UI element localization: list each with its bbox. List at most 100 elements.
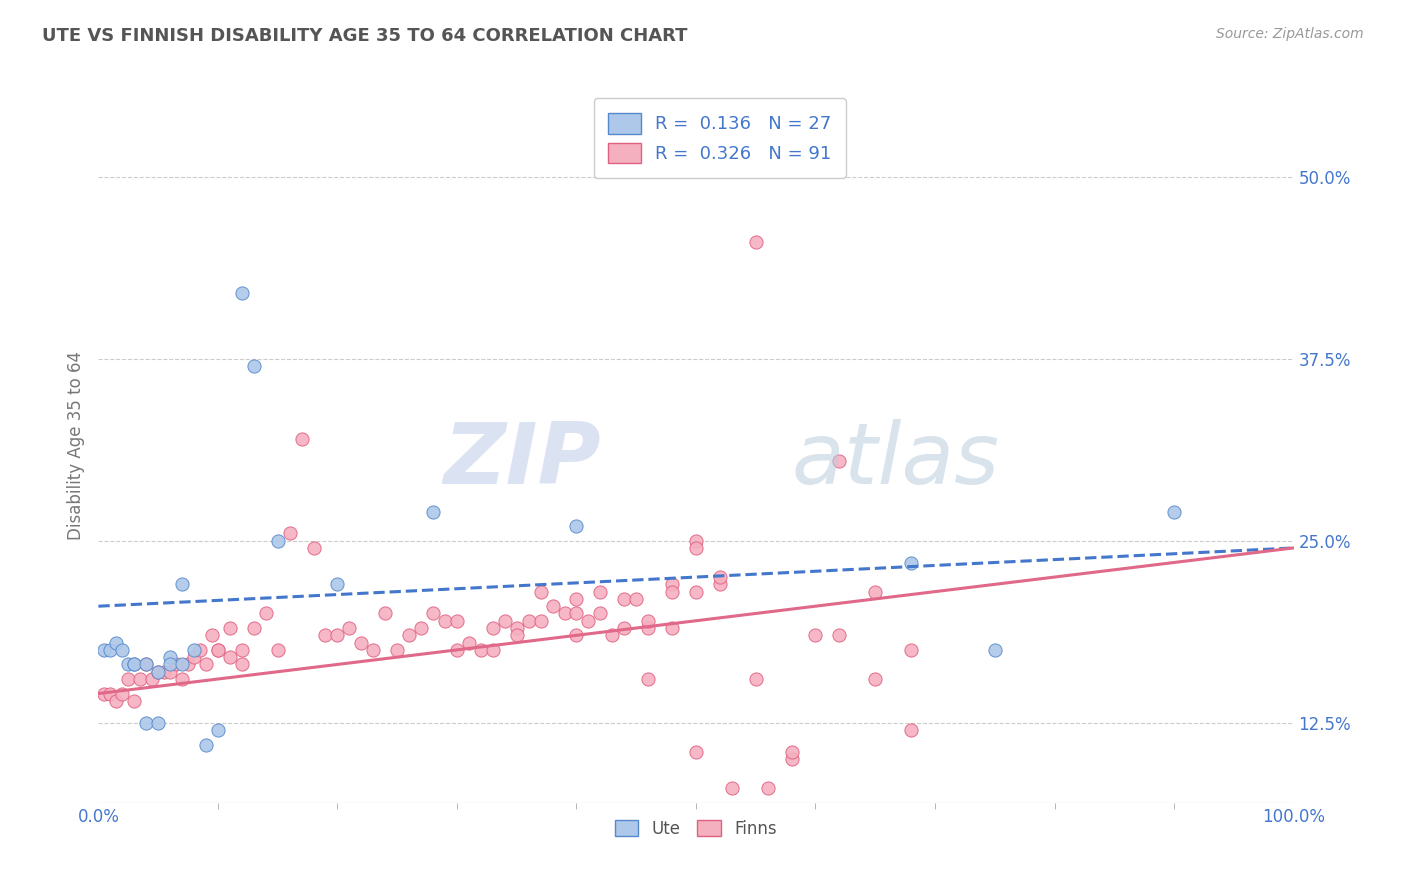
Point <box>93 687 115 701</box>
Point <box>374 607 396 621</box>
Point <box>141 672 163 686</box>
Point <box>565 591 588 606</box>
Point <box>756 781 779 796</box>
Point <box>780 752 803 766</box>
Point <box>900 723 922 737</box>
Point <box>828 453 851 467</box>
Text: atlas: atlas <box>792 418 1000 502</box>
Point <box>481 621 505 635</box>
Point <box>780 745 803 759</box>
Point <box>470 643 492 657</box>
Point <box>195 738 218 752</box>
Point <box>278 526 301 541</box>
Point <box>98 643 122 657</box>
Point <box>243 621 266 635</box>
Point <box>481 643 505 657</box>
Point <box>231 643 253 657</box>
Point <box>637 614 659 628</box>
Point <box>661 584 683 599</box>
Point <box>721 781 744 796</box>
Point <box>517 614 540 628</box>
Point <box>900 556 922 570</box>
Point <box>565 607 588 621</box>
Point <box>637 621 659 635</box>
Point <box>93 643 115 657</box>
Point <box>745 235 768 249</box>
Text: UTE VS FINNISH DISABILITY AGE 35 TO 64 CORRELATION CHART: UTE VS FINNISH DISABILITY AGE 35 TO 64 C… <box>42 27 688 45</box>
Point <box>506 621 529 635</box>
Point <box>231 286 253 301</box>
Point <box>685 745 707 759</box>
Point <box>159 665 181 679</box>
Point <box>984 643 1007 657</box>
Point <box>804 628 827 642</box>
Point <box>565 519 588 533</box>
Point <box>685 533 707 548</box>
Point <box>661 621 683 635</box>
Point <box>172 657 194 672</box>
Point <box>219 621 242 635</box>
Point <box>530 614 553 628</box>
Point <box>159 650 181 665</box>
Point <box>172 672 194 686</box>
Point <box>183 650 205 665</box>
Point <box>254 607 277 621</box>
Point <box>148 665 170 679</box>
Point <box>177 657 200 672</box>
Point <box>135 657 157 672</box>
Point <box>637 672 659 686</box>
Point <box>411 621 433 635</box>
Legend: Ute, Finns: Ute, Finns <box>609 814 783 845</box>
Point <box>565 628 588 642</box>
Point <box>243 359 266 373</box>
Point <box>398 628 420 642</box>
Point <box>98 687 122 701</box>
Point <box>709 570 731 584</box>
Point <box>709 577 731 591</box>
Text: Source: ZipAtlas.com: Source: ZipAtlas.com <box>1216 27 1364 41</box>
Point <box>105 694 128 708</box>
Point <box>124 694 146 708</box>
Point <box>339 621 361 635</box>
Point <box>201 628 224 642</box>
Point <box>207 643 229 657</box>
Point <box>172 577 194 591</box>
Point <box>865 584 887 599</box>
Point <box>541 599 564 614</box>
Point <box>494 614 516 628</box>
Point <box>828 628 851 642</box>
Point <box>458 635 481 649</box>
Point <box>124 657 146 672</box>
Point <box>129 672 152 686</box>
Point <box>589 607 612 621</box>
Point <box>117 657 139 672</box>
Point <box>267 533 290 548</box>
Point <box>135 715 157 730</box>
Point <box>291 432 314 446</box>
Point <box>1163 504 1185 518</box>
Point <box>602 628 624 642</box>
Point <box>219 650 242 665</box>
Point <box>188 643 211 657</box>
Point <box>865 672 887 686</box>
Point <box>148 665 170 679</box>
Point <box>207 643 229 657</box>
Point <box>105 635 128 649</box>
Text: ZIP: ZIP <box>443 418 600 502</box>
Point <box>506 628 529 642</box>
Point <box>745 672 768 686</box>
Point <box>613 591 636 606</box>
Point <box>363 643 385 657</box>
Point <box>446 643 468 657</box>
Point <box>183 643 205 657</box>
Point <box>315 628 337 642</box>
Point <box>613 621 636 635</box>
Point <box>231 657 253 672</box>
Point <box>589 584 612 599</box>
Point <box>530 584 553 599</box>
Point <box>422 607 444 621</box>
Point <box>148 715 170 730</box>
Point <box>685 584 707 599</box>
Point <box>350 635 373 649</box>
Point <box>554 607 576 621</box>
